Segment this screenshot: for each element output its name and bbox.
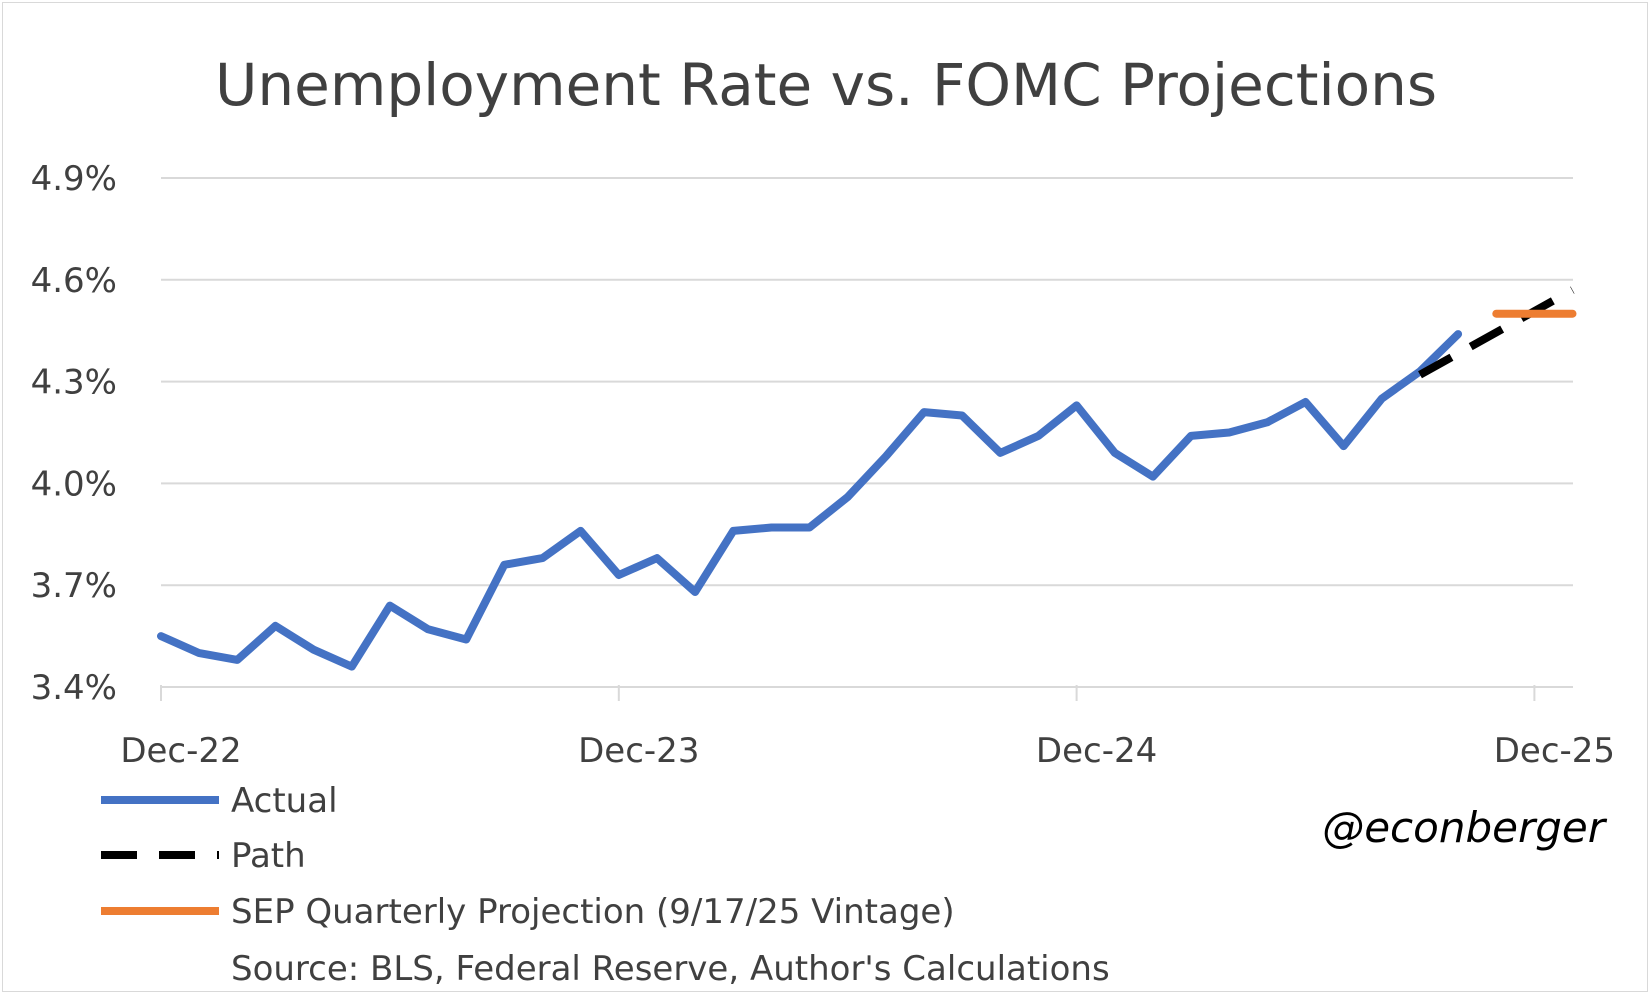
source-note: Source: BLS, Federal Reserve, Author's C… — [231, 949, 1110, 989]
x-tick-label: Dec-25 — [1494, 731, 1615, 771]
series-lines — [157, 286, 1577, 671]
x-axis — [160, 685, 1573, 701]
series-line-2 — [1418, 286, 1575, 379]
y-tick-labels: 3.4% 3.7% 4.0% 4.3% 4.6% 4.9% — [31, 159, 117, 708]
series-line-1 — [157, 330, 1463, 671]
x-tick-label: Dec-24 — [1036, 731, 1157, 771]
y-tick-label: 3.4% — [31, 668, 117, 708]
gridlines — [161, 177, 1573, 587]
y-tick-label: 4.9% — [31, 159, 117, 199]
author-handle: @econberger — [1322, 803, 1608, 852]
legend: Actual Path SEP Quarterly Projection (9/17… — [101, 781, 955, 932]
y-tick-label: 4.0% — [31, 464, 117, 504]
x-tick-label: Dec-22 — [120, 731, 241, 771]
x-tick-label: Dec-23 — [578, 731, 699, 771]
y-tick-label: 3.7% — [31, 566, 117, 606]
y-tick-label: 4.3% — [31, 363, 117, 403]
legend-label-1: Actual — [231, 781, 338, 821]
x-tick-labels: Dec-22 Dec-23 Dec-24 Dec-25 — [120, 731, 1615, 771]
y-tick-label: 4.6% — [31, 261, 117, 301]
legend-label-2: Path — [231, 836, 306, 876]
chart-title: Unemployment Rate vs. FOMC Projections — [215, 51, 1437, 119]
legend-label-3: SEP Quarterly Projection (9/17/25 Vintag… — [231, 892, 955, 932]
